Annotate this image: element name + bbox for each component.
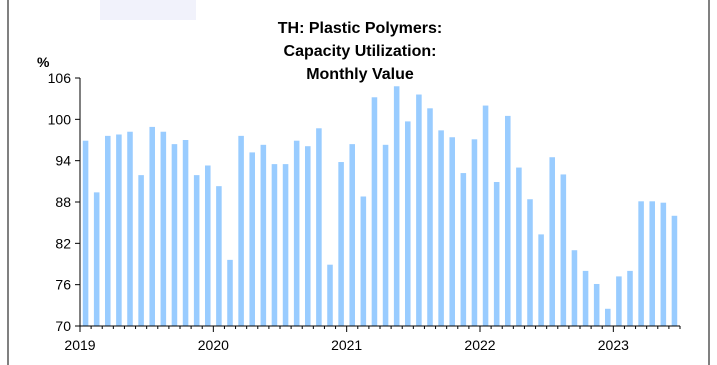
header-band [100, 0, 196, 20]
chart-title-line-1: TH: Plastic Polymers: [278, 20, 443, 37]
bar-2022-02 [493, 182, 500, 326]
chart-title-line-3: Monthly Value [306, 66, 414, 83]
y-tick-label-88: 88 [55, 194, 71, 210]
bar-2020-06 [271, 164, 278, 326]
bar-2022-03 [505, 115, 511, 326]
bar-2020-04 [249, 152, 255, 326]
bar-2020-08 [293, 140, 300, 326]
y-axis: 70 76 82 88 94 100 106 [48, 70, 81, 334]
bar-2023-01 [616, 276, 622, 326]
bar-2022-08 [560, 174, 567, 326]
bar-2020-05 [260, 144, 267, 326]
bar-2021-09 [438, 130, 444, 326]
bar-2022-07 [549, 157, 555, 326]
bar-2019-07 [149, 126, 155, 326]
bar-2021-02 [360, 196, 367, 326]
x-tick-label-2023: 2023 [598, 337, 629, 353]
bar-2020-02 [227, 259, 233, 326]
y-tick-label-70: 70 [55, 318, 71, 334]
bar-2021-01 [349, 144, 355, 326]
bar-2021-06 [405, 121, 411, 327]
bars-group [82, 86, 678, 327]
bar-2019-06 [138, 175, 144, 326]
bar-2023-06 [671, 215, 678, 326]
bar-2019-02 [93, 192, 100, 326]
bar-2022-04 [516, 167, 522, 326]
bar-2020-07 [282, 164, 289, 326]
bar-2019-04 [116, 134, 122, 326]
bar-2022-11 [593, 283, 600, 326]
bar-2019-05 [127, 131, 133, 326]
bar-2021-04 [382, 144, 389, 326]
bar-2023-05 [660, 202, 667, 326]
bar-2023-03 [638, 201, 644, 326]
bar-2021-07 [416, 94, 422, 326]
bar-2019-08 [160, 131, 167, 326]
bar-2022-10 [582, 270, 589, 326]
bar-2022-01 [482, 105, 489, 326]
bar-2020-01 [216, 186, 222, 326]
x-tick-label-2019: 2019 [64, 337, 95, 353]
bar-2021-05 [393, 86, 400, 327]
bar-2021-03 [371, 97, 378, 326]
bar-2021-12 [471, 139, 478, 326]
bar-2022-06 [538, 234, 544, 326]
bar-2021-11 [460, 173, 467, 326]
bar-2019-01 [82, 140, 89, 326]
bar-2019-12 [205, 165, 211, 326]
y-tick-label-106: 106 [48, 70, 72, 86]
y-axis-unit: % [37, 54, 50, 70]
bar-2021-10 [449, 137, 455, 326]
bar-2020-09 [305, 146, 311, 326]
x-tick-label-2022: 2022 [464, 337, 495, 353]
bar-2022-05 [527, 199, 533, 326]
bar-2023-04 [649, 201, 655, 326]
chart-title-line-2: Capacity Utilization: [284, 43, 437, 60]
bar-2021-08 [427, 108, 433, 326]
bar-2019-09 [171, 144, 178, 326]
bar-2022-09 [571, 250, 578, 326]
y-tick-label-76: 76 [55, 277, 71, 293]
bar-2019-03 [105, 135, 111, 326]
bar-2022-12 [605, 308, 611, 326]
y-tick-label-82: 82 [55, 235, 71, 251]
bar-2020-03 [238, 135, 244, 326]
x-tick-label-2021: 2021 [331, 337, 362, 353]
y-tick-label-100: 100 [48, 111, 72, 127]
bar-2020-10 [316, 128, 322, 326]
bar-2023-02 [627, 270, 633, 326]
y-tick-label-94: 94 [55, 153, 71, 169]
bar-2020-12 [338, 162, 344, 326]
bar-2019-11 [193, 175, 200, 326]
bar-2020-11 [327, 264, 333, 326]
bar-2019-10 [182, 140, 189, 326]
x-axis: 2019 2020 2021 2022 2023 [64, 325, 681, 353]
x-tick-label-2020: 2020 [198, 337, 229, 353]
